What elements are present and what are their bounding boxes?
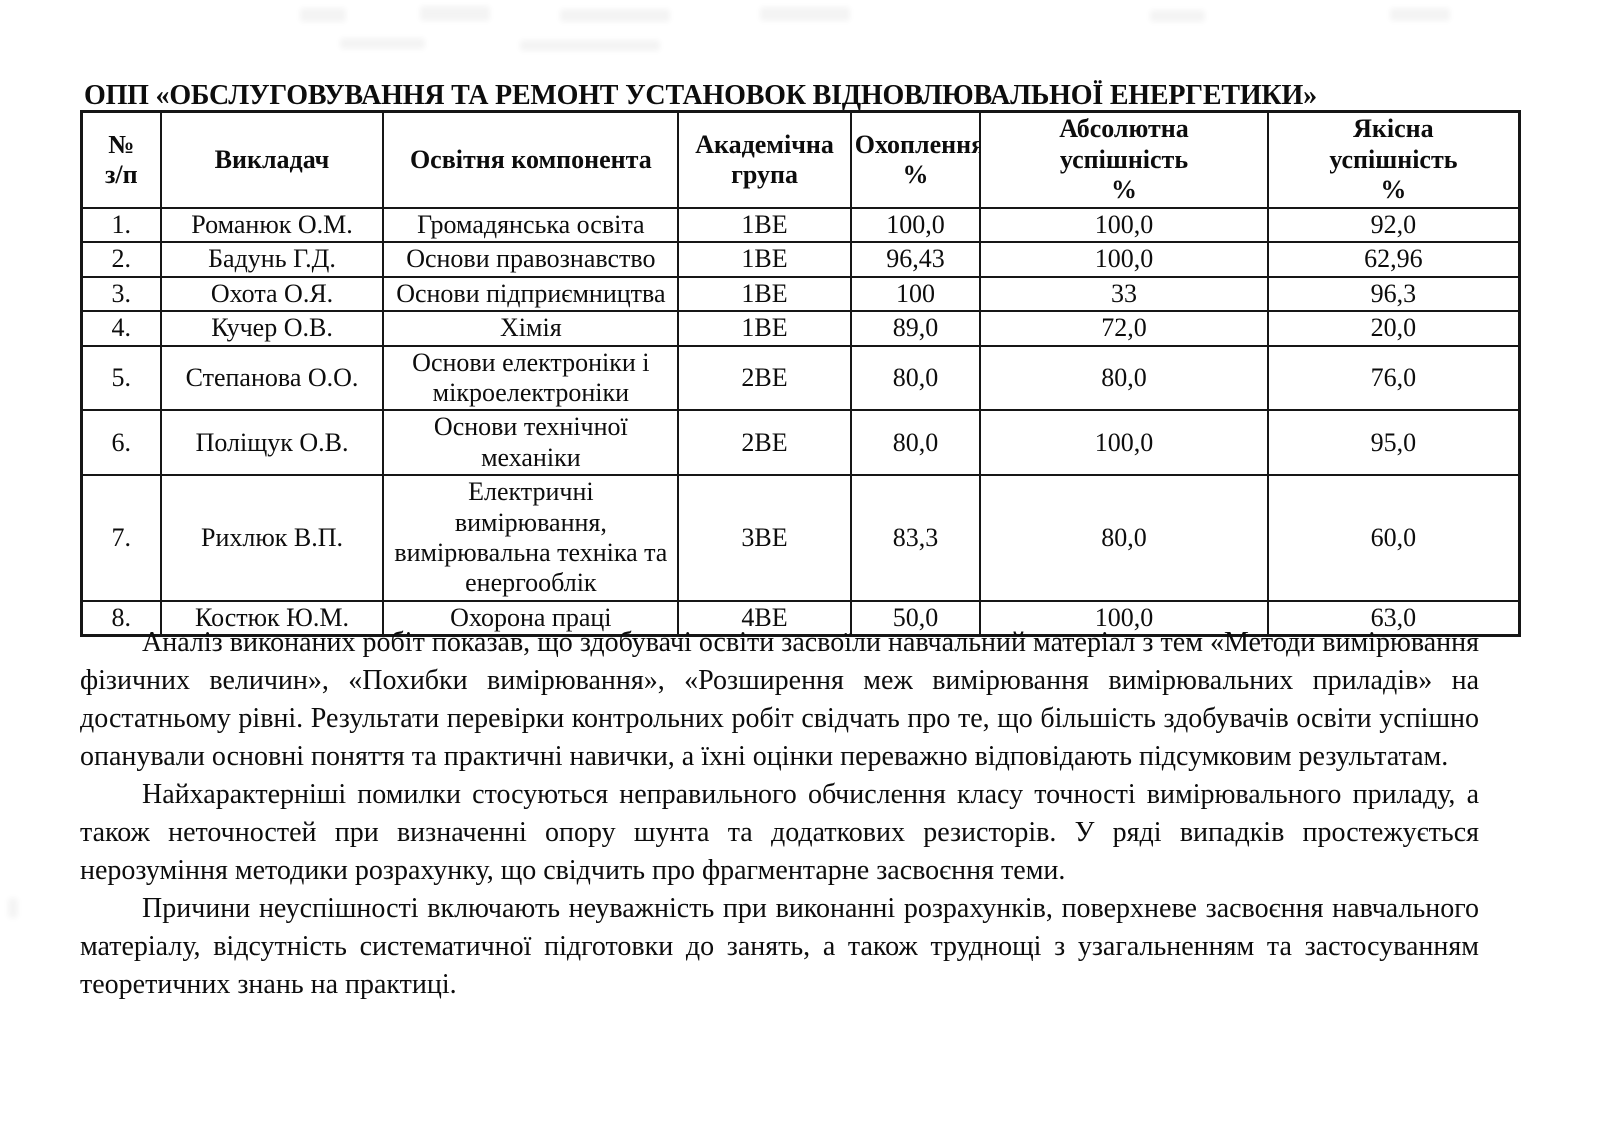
scan-smudge (520, 40, 660, 51)
cell-num: 5. (80, 344, 162, 412)
cell-num: 6. (80, 409, 162, 477)
cell-coverage: 80,0 (849, 344, 982, 412)
cell-absolute: 100,0 (979, 206, 1269, 244)
results-table: № з/п Викладач Освітня компонента Академ… (80, 110, 1521, 638)
cell-group: 2ВЕ (677, 344, 852, 412)
column-header-component: Освітня компонента (382, 110, 680, 209)
cell-group: 1ВЕ (677, 310, 852, 347)
table-row: 6. Поліщук О.В. Основи технічної механік… (80, 409, 1521, 477)
cell-num: 4. (80, 310, 162, 347)
table-row: 7. Рихлюк В.П. Електричні вимірювання, в… (80, 474, 1521, 602)
cell-teacher: Степанова О.О. (159, 344, 385, 412)
column-header-teacher: Викладач (159, 110, 385, 209)
scan-smudge (300, 8, 346, 22)
column-header-group: Академічна група (677, 110, 852, 209)
cell-absolute: 100,0 (979, 241, 1269, 278)
cell-num: 7. (80, 474, 162, 602)
cell-num: 1. (80, 206, 162, 244)
cell-num: 3. (80, 275, 162, 313)
cell-group: 1ВЕ (677, 206, 852, 244)
table-row: 8. Костюк Ю.М. Охорона праці 4ВЕ 50,0 10… (80, 599, 1521, 637)
column-header-quality: Якісна успішність % (1266, 110, 1521, 209)
scan-smudge (8, 898, 18, 918)
cell-absolute: 80,0 (979, 474, 1269, 602)
table-row: 1. Романюк О.М. Громадянська освіта 1ВЕ … (80, 206, 1521, 244)
cell-coverage: 100,0 (849, 206, 982, 244)
cell-absolute: 72,0 (979, 310, 1269, 347)
cell-group: 3ВЕ (677, 474, 852, 602)
scan-smudge (420, 6, 490, 21)
cell-coverage: 96,43 (849, 241, 982, 278)
cell-group: 1ВЕ (677, 275, 852, 313)
cell-component: Основи підприємництва (382, 275, 680, 313)
table-header-row: № з/п Викладач Освітня компонента Академ… (80, 110, 1521, 209)
cell-quality: 60,0 (1266, 474, 1521, 602)
cell-group: 2ВЕ (677, 409, 852, 477)
cell-absolute: 100,0 (979, 409, 1269, 477)
cell-component: Громадянська освіта (382, 206, 680, 244)
cell-num: 8. (80, 599, 162, 637)
cell-quality: 63,0 (1266, 599, 1521, 637)
table-row: 2. Бадунь Г.Д. Основи правознавство 1ВЕ … (80, 241, 1521, 278)
table-row: 4. Кучер О.В. Хімія 1ВЕ 89,0 72,0 20,0 (80, 310, 1521, 347)
cell-quality: 76,0 (1266, 344, 1521, 412)
cell-absolute: 80,0 (979, 344, 1269, 412)
cell-quality: 20,0 (1266, 310, 1521, 347)
cell-coverage: 89,0 (849, 310, 982, 347)
cell-quality: 96,3 (1266, 275, 1521, 313)
scan-smudge (760, 7, 850, 21)
cell-coverage: 80,0 (849, 409, 982, 477)
doc-title: ОПП «ОБСЛУГОВУВАННЯ ТА РЕМОНТ УСТАНОВОК … (84, 80, 1317, 111)
cell-group: 4ВЕ (677, 599, 852, 637)
paragraph-mistakes: Найхарактерніші помилки стосуються непра… (80, 779, 1479, 886)
cell-component: Охорона праці (382, 599, 680, 637)
cell-component: Основи технічної механіки (382, 409, 680, 477)
cell-num: 2. (80, 241, 162, 278)
table-row: 5. Степанова О.О. Основи електроніки і м… (80, 344, 1521, 412)
scan-smudge (1390, 8, 1450, 21)
cell-absolute: 100,0 (979, 599, 1269, 637)
cell-quality: 95,0 (1266, 409, 1521, 477)
scan-smudge (340, 38, 425, 49)
cell-teacher: Романюк О.М. (159, 206, 385, 244)
scan-smudge (1150, 10, 1205, 22)
cell-component: Основи електроніки і мікроелектроніки (382, 344, 680, 412)
column-header-coverage: Охоплення % (849, 110, 982, 209)
cell-teacher: Бадунь Г.Д. (159, 241, 385, 278)
cell-teacher: Костюк Ю.М. (159, 599, 385, 637)
cell-quality: 92,0 (1266, 206, 1521, 244)
paragraph-analysis: Аналіз виконаних робіт показав, що здобу… (80, 627, 1479, 772)
cell-coverage: 100 (849, 275, 982, 313)
cell-coverage: 50,0 (849, 599, 982, 637)
column-header-num: № з/п (80, 110, 162, 209)
cell-component: Основи правознавство (382, 241, 680, 278)
cell-teacher: Рихлюк В.П. (159, 474, 385, 602)
cell-component: Хімія (382, 310, 680, 347)
column-header-absolute: Абсолютна успішність % (979, 110, 1269, 209)
cell-coverage: 83,3 (849, 474, 982, 602)
table-row: 3. Охота О.Я. Основи підприємництва 1ВЕ … (80, 275, 1521, 313)
cell-group: 1ВЕ (677, 241, 852, 278)
cell-teacher: Кучер О.В. (159, 310, 385, 347)
cell-quality: 62,96 (1266, 241, 1521, 278)
cell-component: Електричні вимірювання, вимірювальна тех… (382, 474, 680, 602)
scan-smudge (560, 9, 670, 22)
cell-absolute: 33 (979, 275, 1269, 313)
analysis-text: Аналіз виконаних робіт показав, що здобу… (80, 624, 1479, 1004)
cell-teacher: Охота О.Я. (159, 275, 385, 313)
cell-teacher: Поліщук О.В. (159, 409, 385, 477)
paragraph-reasons: Причини неуспішності включають неуважніс… (80, 893, 1479, 1000)
